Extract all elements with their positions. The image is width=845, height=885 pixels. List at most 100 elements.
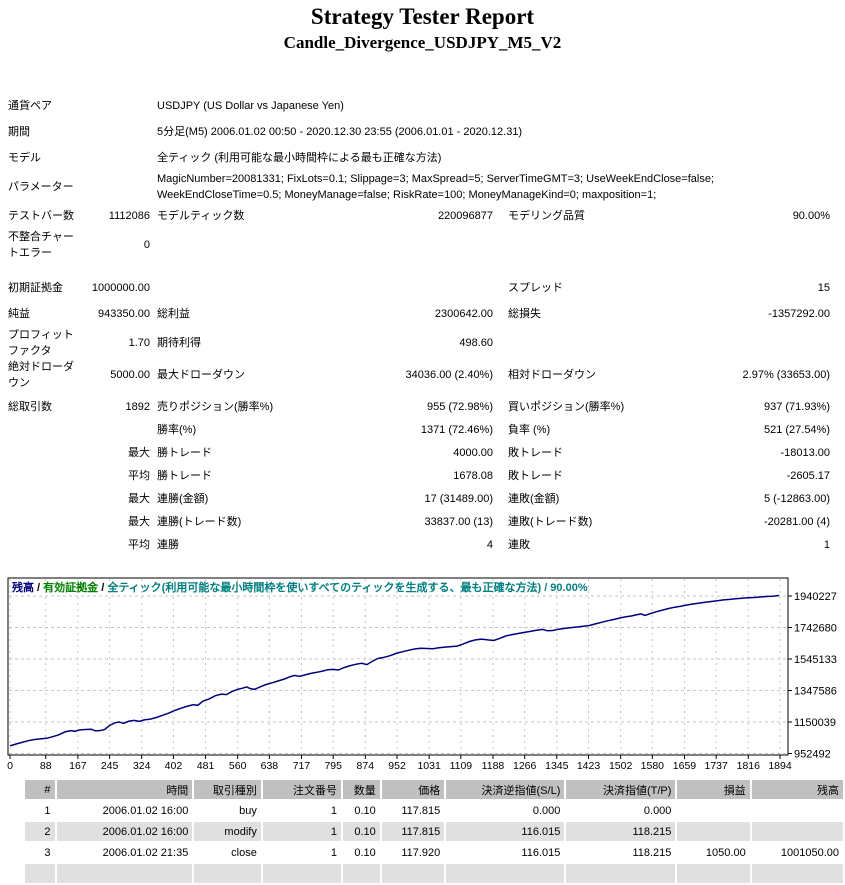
column-header: 残高 xyxy=(751,780,843,799)
trade-cell xyxy=(262,864,342,883)
summary-value: 15 xyxy=(817,282,830,294)
x-axis-label: 874 xyxy=(357,760,375,772)
summary-label: 連勝(トレード数) xyxy=(157,515,242,528)
chart-legend-part: / xyxy=(34,582,43,594)
summary-label: 連勝(金額) xyxy=(157,492,209,505)
trade-cell: modify xyxy=(194,822,261,841)
trade-cell: 2 xyxy=(25,822,55,841)
equity-chart-svg: 残高 / 有効証拠金 / 全ティック(利用可能な最小時間枠を使いすべてのティック… xyxy=(7,577,837,772)
x-axis-label: 1659 xyxy=(673,760,697,772)
x-axis-label: 324 xyxy=(133,760,151,772)
trade-cell: 118.215 xyxy=(566,843,676,862)
summary-value: 最大 xyxy=(128,492,150,505)
x-axis-label: 167 xyxy=(69,760,87,772)
summary-label: 連敗(トレード数) xyxy=(508,515,593,528)
summary-label: 通貨ペア xyxy=(8,100,52,112)
trade-cell xyxy=(343,864,380,883)
summary-label: 最大ドローダウン xyxy=(157,369,245,381)
summary-label: 期待利得 xyxy=(157,337,201,349)
summary-label: 勝トレード xyxy=(157,446,212,459)
summary-row: 平均 連勝 4 連敗 1 xyxy=(8,533,832,556)
summary-value: 最大 xyxy=(128,446,150,459)
summary-value: 955 (72.98%) xyxy=(426,400,493,413)
summary-value: 220096877 xyxy=(437,210,493,222)
summary-row: 期間 5分足(M5) 2006.01.02 00:50 - 2020.12.30 … xyxy=(8,119,832,145)
x-axis-label: 1737 xyxy=(704,760,728,772)
trade-cell: 0.10 xyxy=(343,801,380,820)
summary-label: 売りポジション(勝率%) xyxy=(157,400,274,413)
summary-row: 純益 943350.00 総利益 2300642.00 総損失 -1357292.00 xyxy=(8,301,832,327)
summary-label: 連勝 xyxy=(157,538,179,551)
trade-cell: 2006.01.02 16:00 xyxy=(56,801,193,820)
summary-row: モデル 全ティック (利用可能な最小時間枠による最も正確な方法) xyxy=(8,145,832,171)
summary-label: 総利益 xyxy=(157,308,190,320)
chart-plot-border xyxy=(7,577,789,756)
trade-cell xyxy=(677,864,750,883)
summary-row: 絶対ドローダウン 5000.00 最大ドローダウン 34036.00 (2.40%) 相… xyxy=(8,359,832,391)
x-axis-label: 481 xyxy=(197,760,215,772)
x-axis-label: 402 xyxy=(165,760,183,772)
chart-legend-part: / xyxy=(98,582,107,594)
trade-cell: 0.000 xyxy=(446,801,565,820)
trade-cell: close xyxy=(194,843,261,862)
summary-label: USDJPY (US Dollar vs Japanese Yen) xyxy=(157,100,344,112)
summary-label: 負率 (%) xyxy=(508,423,551,436)
summary-label: 敗トレード xyxy=(508,469,563,482)
trade-cell: 116.015 xyxy=(446,822,565,841)
trade-cell xyxy=(751,864,843,883)
trade-cell: 118.215 xyxy=(566,822,676,841)
trade-cell: 1 xyxy=(262,822,342,841)
trade-cell xyxy=(566,864,676,883)
trade-cell xyxy=(56,864,193,883)
x-axis-label: 638 xyxy=(261,760,279,772)
summary-label: 期間 xyxy=(8,126,30,138)
summary-value: 5 (-12863.00) xyxy=(763,492,830,505)
summary-value: 17 (31489.00) xyxy=(424,492,494,505)
x-axis-label: 1109 xyxy=(450,760,473,772)
summary-label: 5分足(M5) 2006.01.02 00:50 - 2020.12.30 23… xyxy=(157,126,523,138)
x-axis-label: 1580 xyxy=(641,760,665,772)
summary-label: 総損失 xyxy=(508,308,541,320)
column-header: 注文番号 xyxy=(262,780,342,799)
x-axis-label: 560 xyxy=(229,760,247,772)
trade-cell xyxy=(194,864,261,883)
summary-row: 最大 連勝(トレード数) 33837.00 (13) 連敗(トレード数) -20281.… xyxy=(8,510,832,533)
summary-value: 1371 (72.46%) xyxy=(420,423,493,436)
summary-value: 平均 xyxy=(128,469,150,482)
trade-cell: 1 xyxy=(262,843,342,862)
trade-cell: 3 xyxy=(25,843,55,862)
chart-ticks xyxy=(9,595,792,759)
summary-value: -18013.00 xyxy=(780,446,830,459)
summary-label: 初期証拠金 xyxy=(8,282,63,294)
summary-label: 総取引数 xyxy=(8,400,52,413)
summary-label: モデル xyxy=(8,152,41,164)
summary-value: 1112086 xyxy=(108,210,150,222)
summary-value: 4 xyxy=(486,538,493,551)
summary-row: 勝率(%) 1371 (72.46%) 負率 (%) 521 (27.54%) xyxy=(8,418,832,441)
summary-label: 連敗(金額) xyxy=(508,492,560,505)
summary-label: 敗トレード xyxy=(508,446,563,459)
summary-value: 1678.08 xyxy=(453,469,493,482)
trade-row: 2 2006.01.02 16:00 modify 1 0.10 117.815 116.0… xyxy=(25,822,843,841)
column-header: 時間 xyxy=(56,780,193,799)
summary-row: 不整合チャートエラー 0 xyxy=(8,229,832,261)
summary-value: 0 xyxy=(143,239,150,251)
trade-cell xyxy=(381,864,445,883)
summary-value: 34036.00 (2.40%) xyxy=(405,369,493,381)
page-title: Strategy Tester Report xyxy=(310,4,535,29)
summary-value: 2.97% (33653.00) xyxy=(742,369,830,381)
trade-cell xyxy=(677,822,750,841)
trade-cell xyxy=(446,864,565,883)
page-subtitle: Candle_Divergence_USDJPY_M5_V2 xyxy=(283,33,562,52)
trade-cell xyxy=(25,864,55,883)
summary-value: 521 (27.54%) xyxy=(763,423,830,436)
x-axis-label: 952 xyxy=(388,760,406,772)
trade-cell: 2006.01.02 16:00 xyxy=(56,822,193,841)
summary-value: 5000.00 xyxy=(110,369,150,381)
trades-table-header: # 時間 取引種別 注文番号 数量 価格 決済逆指値(S/L) 決済指値(T/P) 損益 残高 xyxy=(25,780,843,799)
trade-cell: 1001050.00 xyxy=(751,843,843,862)
x-axis-label: 1031 xyxy=(417,760,441,772)
y-axis-label: 1347586 xyxy=(794,686,837,698)
x-axis-label: 245 xyxy=(101,760,119,772)
summary-label: 不整合チャートエラー xyxy=(8,231,74,259)
